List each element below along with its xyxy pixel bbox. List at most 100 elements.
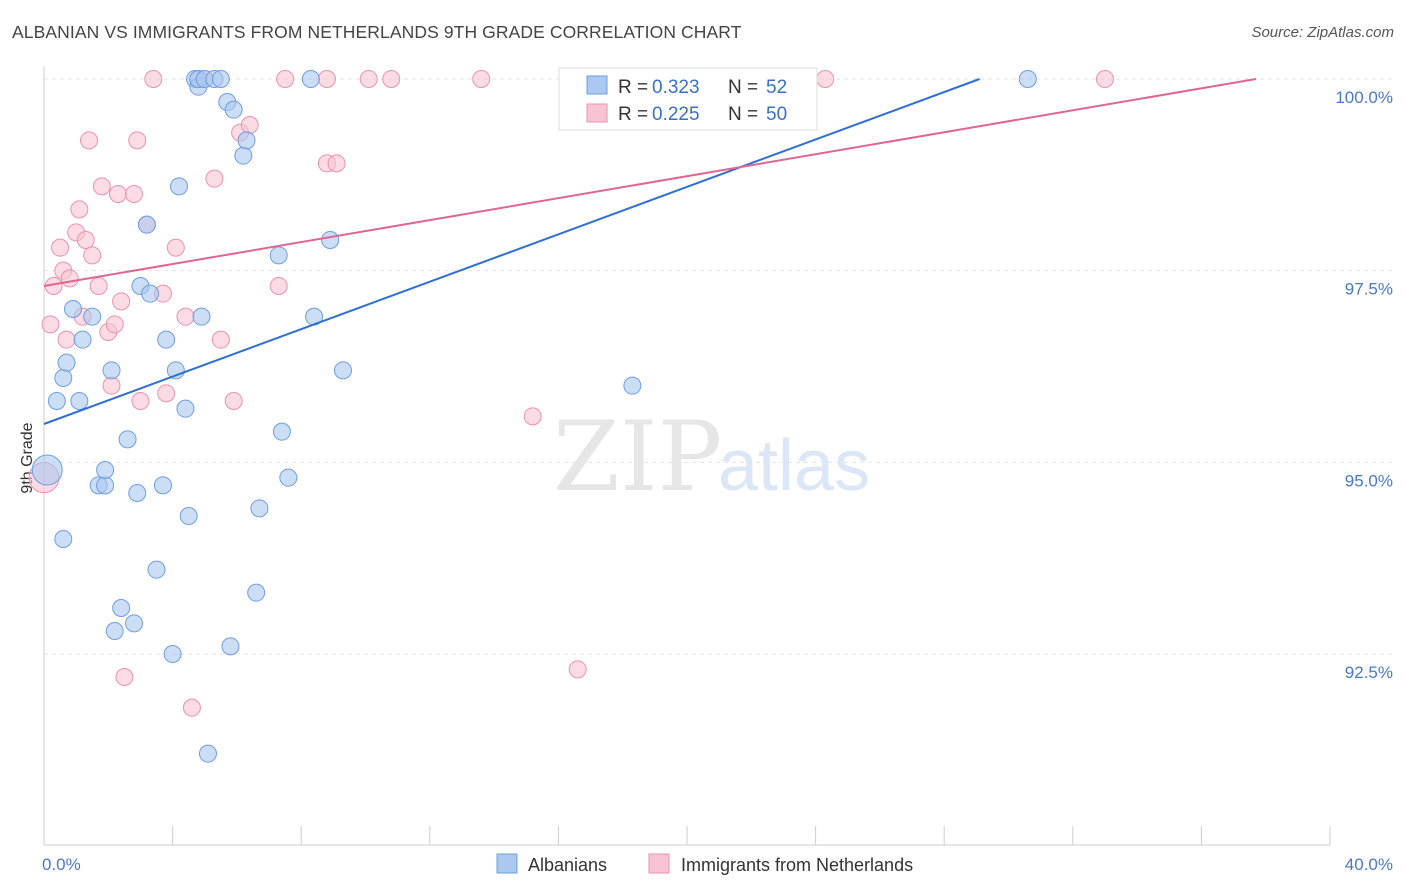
series-legend-label-netherlands: Immigrants from Netherlands <box>681 855 913 875</box>
data-point <box>70 392 89 410</box>
data-point <box>192 307 211 326</box>
data-point <box>269 246 288 265</box>
data-point <box>137 215 156 234</box>
data-point <box>60 269 79 288</box>
y-tick-labels: 92.5% 95.0% 97.5% 100.0% <box>1335 88 1393 682</box>
legend-n-value-netherlands: 50 <box>766 104 787 125</box>
data-point <box>198 744 217 763</box>
data-point <box>333 361 352 380</box>
data-point <box>112 292 131 311</box>
data-point <box>224 100 243 119</box>
data-point <box>472 70 491 88</box>
data-point <box>76 231 95 249</box>
data-point <box>54 369 73 387</box>
data-point <box>179 507 198 525</box>
correlation-legend: R = 0.323 N = 52 R = 0.225 N = 50 <box>558 67 818 131</box>
legend-n-label-netherlands: N = <box>728 104 758 125</box>
legend-n-value-albanians: 52 <box>766 77 787 98</box>
data-point <box>153 476 172 495</box>
source-credit: Source: ZipAtlas.com <box>1251 24 1394 41</box>
data-point <box>115 668 134 686</box>
watermark-zip: ZIP <box>553 401 722 513</box>
data-point <box>224 392 243 410</box>
legend-swatch-netherlands <box>586 103 608 123</box>
data-point <box>70 200 89 219</box>
data-point <box>176 399 195 418</box>
data-point <box>269 277 288 295</box>
data-point <box>221 637 240 656</box>
data-point <box>41 315 60 334</box>
data-point <box>523 407 542 426</box>
data-point <box>89 277 108 295</box>
x-tick-label: 0.0% <box>42 855 81 874</box>
data-point <box>125 614 144 633</box>
data-point <box>57 330 76 349</box>
data-point <box>170 177 189 196</box>
data-point <box>816 70 835 88</box>
data-point <box>144 70 163 88</box>
data-point <box>131 392 150 410</box>
y-tick-label: 95.0% <box>1345 471 1393 490</box>
data-point <box>1018 70 1037 88</box>
data-point <box>623 376 642 395</box>
data-point <box>96 461 115 479</box>
grid-lines <box>44 78 1395 655</box>
data-point <box>176 307 195 326</box>
data-point <box>359 70 378 88</box>
data-point <box>166 238 185 257</box>
data-point <box>568 660 587 679</box>
series-legend-swatch-albanians <box>496 853 518 874</box>
data-point <box>54 530 73 548</box>
data-point <box>31 454 63 486</box>
data-point <box>276 70 295 88</box>
data-point <box>157 330 176 349</box>
x-tick-label: 40.0% <box>1345 855 1393 874</box>
series-immigrants-from-netherlands <box>28 70 1114 717</box>
data-point <box>327 154 346 173</box>
data-point <box>301 70 320 88</box>
y-tick-label: 92.5% <box>1345 663 1393 682</box>
data-point <box>92 177 111 196</box>
data-point <box>112 599 131 617</box>
data-point <box>83 246 102 265</box>
series-albanians <box>31 70 1037 763</box>
data-point <box>47 392 66 410</box>
data-point <box>102 376 121 395</box>
y-tick-label: 100.0% <box>1335 88 1393 107</box>
data-point <box>163 645 182 663</box>
data-point <box>57 353 76 372</box>
data-point <box>205 169 224 188</box>
data-point <box>272 422 291 441</box>
data-point <box>128 131 147 150</box>
data-point <box>128 484 147 502</box>
trend-lines <box>43 78 1257 425</box>
data-point <box>211 70 230 88</box>
data-point <box>105 622 124 640</box>
data-point <box>279 468 298 487</box>
series-legend-label-albanians: Albanians <box>528 855 607 875</box>
data-point <box>141 284 160 303</box>
data-point <box>182 698 201 717</box>
data-point <box>382 70 401 88</box>
legend-swatch-albanians <box>586 75 608 95</box>
watermark: ZIP atlas <box>553 401 870 513</box>
data-point <box>108 185 127 203</box>
trend-line <box>43 78 980 425</box>
data-point <box>96 476 115 495</box>
legend-r-label-netherlands: R = <box>618 104 648 125</box>
legend-r-label-albanians: R = <box>618 77 648 98</box>
data-point <box>118 430 137 449</box>
data-point <box>125 185 144 203</box>
data-point <box>80 131 99 150</box>
series-legend-swatch-netherlands <box>648 853 670 874</box>
data-point <box>234 146 253 165</box>
data-point <box>73 330 92 349</box>
trend-line <box>43 78 1257 287</box>
x-tick-labels: 0.0% 40.0% <box>42 855 1393 874</box>
legend-r-value-albanians: 0.323 <box>652 77 700 98</box>
data-point <box>157 384 176 403</box>
legend-r-value-netherlands: 0.225 <box>652 104 700 125</box>
data-point <box>240 116 259 134</box>
data-point <box>211 330 230 349</box>
